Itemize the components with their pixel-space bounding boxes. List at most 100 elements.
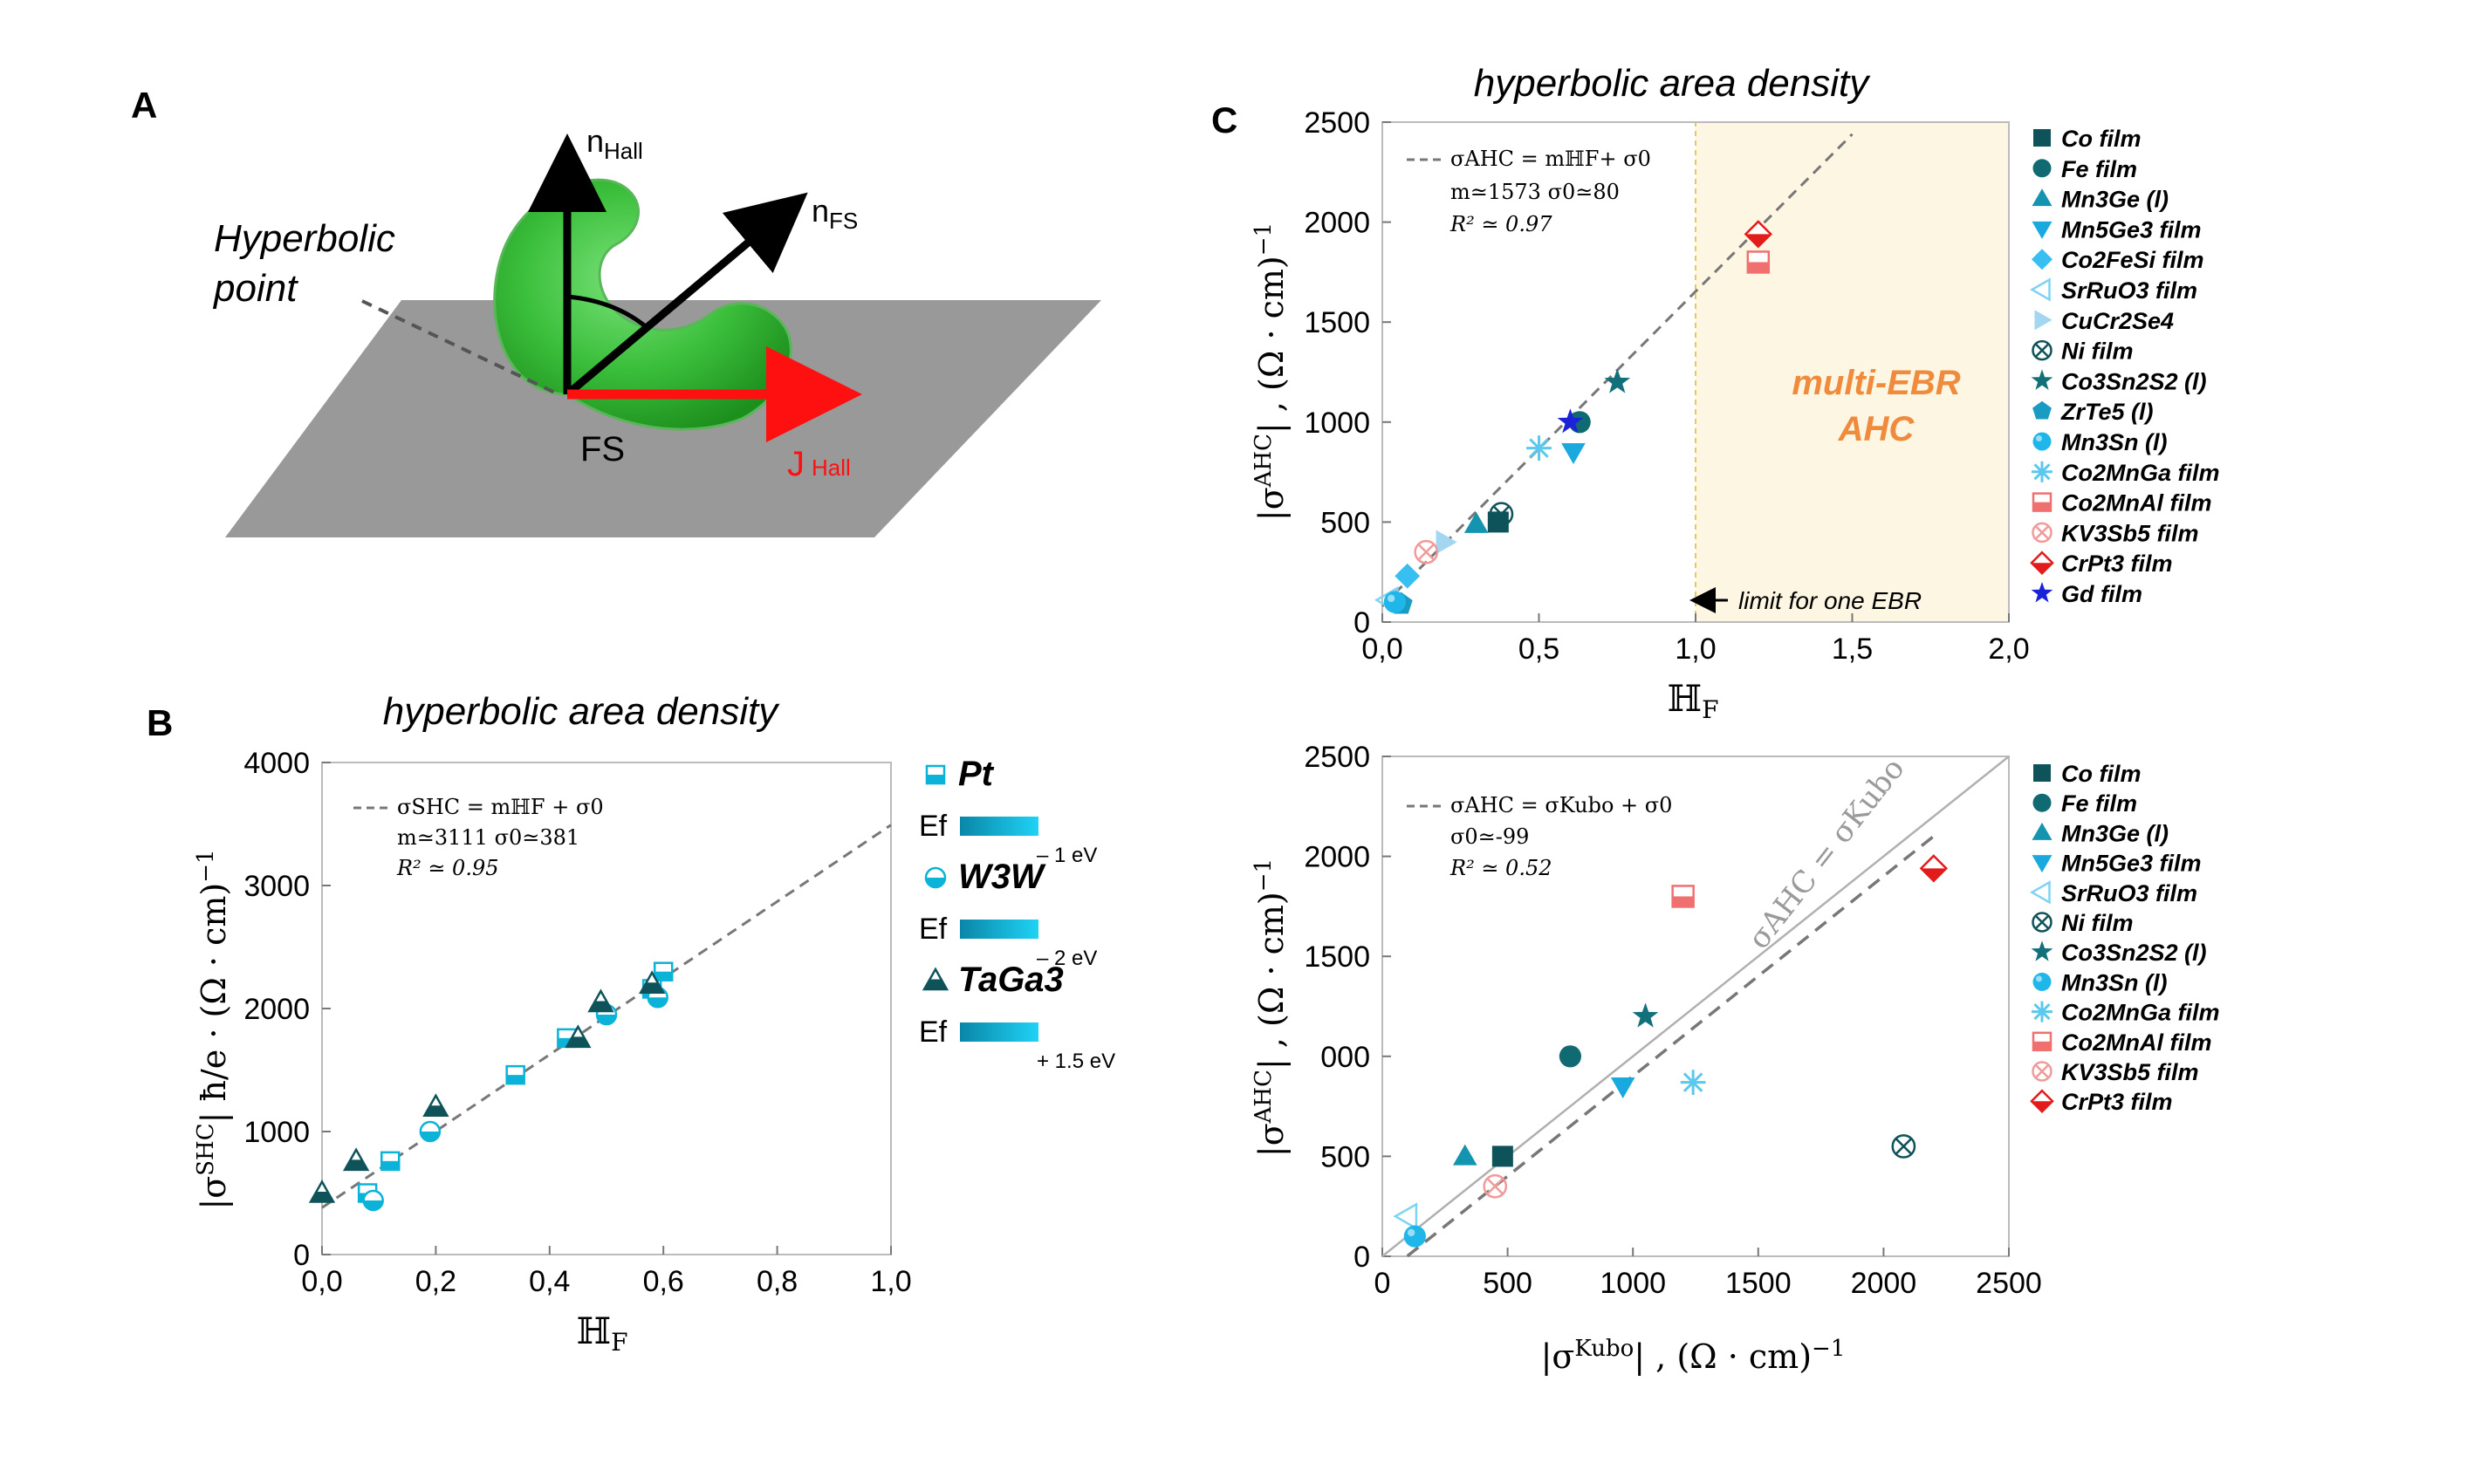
legend-label: Co3Sn2S2 (l)	[2061, 368, 2207, 394]
legend-label: SrRuO3 film	[2061, 880, 2197, 906]
legend-label: Mn3Ge (l)	[2061, 820, 2169, 846]
svg-text:σSHC = mℍF + σ0: σSHC = mℍF + σ0	[397, 795, 604, 819]
chart-c-top-point-co2mnal-film	[1746, 250, 1771, 274]
legend-marker-kv3sb5-film	[2032, 522, 2053, 544]
chart-b-y-tick-label: 2000	[243, 993, 310, 1026]
legend-label: Co film	[2061, 126, 2142, 152]
legend-label: Co2MnGa film	[2061, 460, 2220, 486]
chart-c-bottom-point-kv3sb5-film	[1483, 1173, 1508, 1199]
multi-ebr-label-line2: AHC	[1838, 410, 1915, 448]
chart-c-bottom-fit-annotation: σAHC = σKubo + σ0 σ0≃-99 R² ≃ 0.52	[1407, 793, 1672, 880]
n-fs-label: nFS	[812, 193, 858, 234]
chart-b-x-tick-label: 0,0	[301, 1265, 342, 1298]
chart-c-bottom-x-tick-label: 500	[1483, 1267, 1532, 1300]
chart-c-bottom-legend: Co film Fe film Mn3Ge (l) Mn5Ge3 film SrRuO3…	[2029, 761, 2220, 1115]
legend-marker-mn5ge3-film	[2032, 221, 2053, 239]
angle-arc	[566, 294, 649, 330]
chart-b-point-triangle	[587, 988, 614, 1013]
chart-c-bottom-x-tick-label: 1000	[1600, 1267, 1666, 1300]
chart-c-top-title: hyperbolic area density	[1474, 62, 1871, 105]
chart-b-y-tick-label: 3000	[243, 870, 310, 903]
legend-marker-kv3sb5-film	[2032, 1061, 2053, 1082]
panel-b: B hyperbolic area density 0,0 0,2 0,4 0,6 0,…	[147, 690, 1115, 1357]
chart-c-top-xlabel: ℍF	[1667, 677, 1718, 724]
legend-marker-srruo3-film	[2029, 880, 2051, 905]
legend-marker-co2mnal-film	[2032, 1031, 2053, 1052]
chart-c-top-x-tick-label: 0,0	[1361, 633, 1402, 666]
legend-marker-co-film	[2033, 129, 2051, 147]
chart-c-bottom-point-co3sn2s2-l-	[1632, 1002, 1659, 1028]
legend-marker-mn3sn-l-	[2032, 432, 2052, 451]
chart-b-legend-marker	[924, 866, 947, 889]
n-hall-label: nHall	[586, 123, 643, 164]
chart-b-points	[308, 961, 674, 1212]
chart-c-bottom-y-tick-label: 0	[1354, 1241, 1370, 1274]
legend-marker-co3sn2s2-l-	[2031, 369, 2053, 390]
chart-b-x-tick-label: 0,2	[415, 1265, 456, 1298]
chart-c-bottom-point-mn3ge-l-	[1452, 1144, 1477, 1166]
legend-marker-mn5ge3-film	[2032, 855, 2053, 873]
chart-b-point-square	[653, 961, 674, 981]
legend-label: Ni film	[2061, 910, 2134, 936]
svg-text:R² ≃ 0.52: R² ≃ 0.52	[1449, 856, 1552, 880]
chart-c-top-x-tick-label: 1,0	[1675, 633, 1716, 666]
chart-c-bottom-x-axis: 0 500 1000 1500 2000 2500	[1374, 1248, 2042, 1300]
chart-b-point-triangle	[342, 1147, 370, 1172]
chart-c-bottom-y-tick-label: 2000	[1304, 841, 1370, 874]
legend-marker-crpt3-film	[2030, 1089, 2054, 1113]
chart-c-top-y-axis: 0 500 1000 1500 2000 2500	[1304, 106, 1391, 639]
chart-b-legend-ef-bar	[960, 920, 1038, 939]
chart-b-ylabel: |σSHC| ħ/e · (Ω · cm)−1	[193, 849, 233, 1209]
legend-marker-co2mnga-film	[2032, 1001, 2053, 1022]
legend-label: Ni film	[2061, 339, 2134, 365]
chart-c-bottom-y-tick-label: 1500	[1304, 940, 1370, 974]
j-hall-label: J Hall	[787, 445, 851, 483]
legend-label: Co2FeSi film	[2061, 247, 2204, 273]
chart-c-top-ylabel: |σAHC| , (Ω · cm)−1	[1251, 222, 1291, 521]
chart-b-legend-marker	[925, 764, 946, 785]
svg-text:|σAHC| , (Ω · cm)−1: |σAHC| , (Ω · cm)−1	[1251, 858, 1291, 1157]
svg-text:σAHC = σKubo + σ0: σAHC = σKubo + σ0	[1450, 793, 1672, 817]
legend-marker-mn3ge-l-	[2032, 188, 2053, 207]
panel-c-top: C hyperbolic area density 0,0 0,5 1,0 1,5 2,…	[1211, 62, 2220, 724]
legend-marker-zrte5-l-	[2032, 400, 2052, 420]
chart-b-point-triangle	[639, 970, 666, 995]
chart-c-bottom-x-tick-label: 2000	[1851, 1267, 1917, 1300]
legend-label: Fe film	[2061, 156, 2137, 182]
legend-marker-ni-film	[2032, 912, 2053, 933]
svg-text:|σAHC| , (Ω · cm)−1: |σAHC| , (Ω · cm)−1	[1251, 222, 1291, 521]
panel-c-bottom: 0 500 1000 1500 2000 2500 0 500 000 1500 2000 2500…	[1251, 741, 2220, 1376]
chart-c-top-point-mn5ge3-film	[1561, 442, 1586, 464]
chart-c-bottom-x-tick-label: 2500	[1976, 1267, 2042, 1300]
chart-c-top-point-co3sn2s2-l-	[1604, 368, 1631, 393]
chart-c-top-y-tick-label: 1000	[1304, 407, 1370, 440]
legend-label: Co film	[2061, 761, 2142, 787]
legend-label: Mn3Sn (l)	[2061, 429, 2168, 455]
chart-c-top-point-gd-film	[1557, 408, 1584, 434]
n-fs-arrow	[565, 192, 808, 398]
svg-text:|σSHC| ħ/e · (Ω · cm)−1: |σSHC| ħ/e · (Ω · cm)−1	[193, 849, 233, 1209]
chart-b-y-tick-label: 4000	[243, 747, 310, 780]
chart-c-bottom-plot-area	[1381, 756, 2010, 1257]
chart-c-bottom-point-ni-film	[1891, 1134, 1916, 1159]
chart-b-point-circle	[419, 1120, 442, 1143]
chart-b-x-tick-label: 0,6	[643, 1265, 684, 1298]
svg-text:σAHC = mℍF+ σ0: σAHC = mℍF+ σ0	[1450, 147, 1651, 171]
chart-c-top-x-axis: 0,0 0,5 1,0 1,5 2,0	[1361, 613, 2030, 666]
chart-c-top-x-tick-label: 2,0	[1988, 633, 2029, 666]
chart-c-top-point-kv3sb5-film	[1414, 539, 1439, 564]
legend-label: ZrTe5 (l)	[2060, 399, 2154, 425]
chart-b-point-square	[505, 1064, 525, 1085]
chart-c-top-point-cucr2se4	[1436, 530, 1457, 555]
legend-marker-fe-film	[2032, 159, 2052, 178]
legend-label: Gd film	[2061, 581, 2142, 607]
legend-marker-srruo3-film	[2029, 277, 2051, 302]
chart-c-bottom-point-co2mnal-film	[1671, 885, 1695, 908]
svg-text:σ0≃-99: σ0≃-99	[1450, 824, 1529, 849]
chart-c-top-y-tick-label: 2000	[1304, 207, 1370, 240]
chart-c-top-point-co2fesi-film	[1395, 563, 1421, 589]
multi-ebr-label-line1: multi-EBR	[1792, 364, 1960, 402]
chart-c-bottom-ylabel: |σAHC| , (Ω · cm)−1	[1251, 858, 1291, 1157]
chart-b-legend-range: – 2 eV	[1037, 947, 1097, 970]
